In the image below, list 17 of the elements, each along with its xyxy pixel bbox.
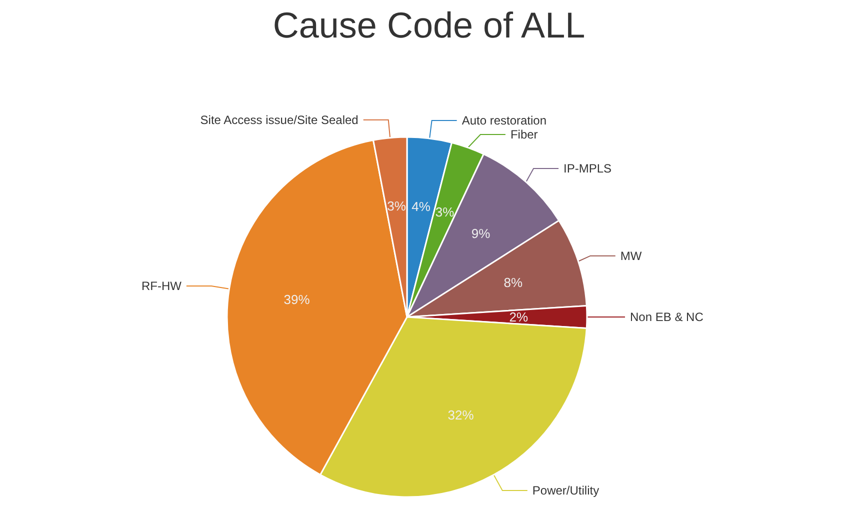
data-label: 8%: [504, 275, 523, 290]
slice-label: RF-HW: [141, 279, 182, 294]
data-label: 39%: [284, 292, 310, 308]
slice-label: Fiber: [510, 128, 538, 142]
slice-label: Non EB & NC: [630, 310, 704, 324]
chart-title: Cause Code of ALL: [272, 4, 586, 46]
slice-label: Auto restoration: [462, 114, 547, 128]
slice-label: MW: [620, 248, 642, 263]
slice-label: Site Access issue/Site Sealed: [200, 112, 358, 127]
data-label: 32%: [448, 407, 474, 422]
data-label: 3%: [387, 198, 406, 214]
data-label: 4%: [412, 198, 431, 214]
slice-label: Power/Utility: [532, 484, 600, 498]
slice-label: IP-MPLS: [564, 161, 612, 176]
data-label: 3%: [435, 204, 455, 220]
data-label: 9%: [471, 226, 491, 241]
data-label: 2%: [509, 310, 528, 324]
